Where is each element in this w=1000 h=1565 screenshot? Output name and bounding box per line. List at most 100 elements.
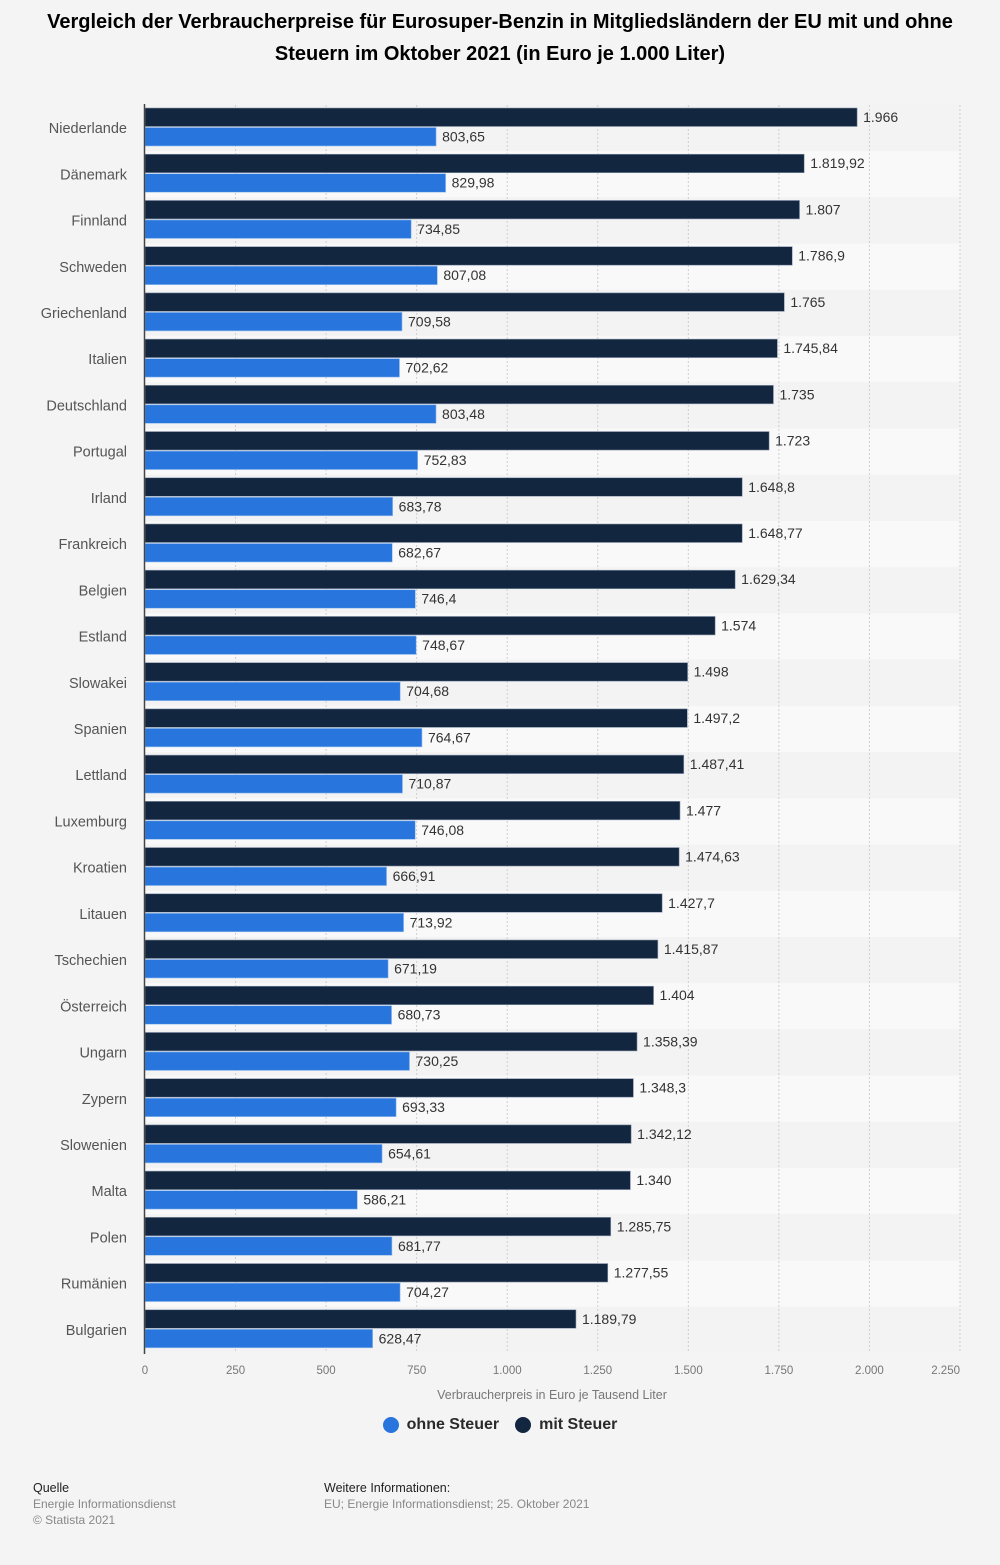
value-label-ohne-steuer: 713,92 [410, 914, 453, 930]
bar-ohne-steuer[interactable] [144, 1328, 373, 1349]
bar-ohne-steuer[interactable] [144, 1190, 358, 1210]
bar-ohne-steuer[interactable] [144, 912, 404, 933]
x-tick-label: 1.000 [493, 1365, 522, 1377]
category-label: Deutschland [46, 398, 127, 414]
bar-ohne-steuer[interactable] [144, 774, 403, 794]
bar-ohne-steuer[interactable] [144, 173, 446, 193]
bar-ohne-steuer[interactable] [144, 635, 417, 655]
bar-mit-steuer[interactable] [144, 477, 743, 497]
value-label-mit-steuer: 1.404 [660, 987, 695, 1003]
value-label-mit-steuer: 1.819,92 [810, 155, 865, 171]
legend-item-ohne-steuer[interactable]: ohne Steuer [382, 1416, 500, 1434]
category-label: Niederlande [49, 121, 127, 137]
value-label-mit-steuer: 1.487,41 [690, 756, 745, 772]
value-label-mit-steuer: 1.807 [806, 201, 841, 217]
value-label-ohne-steuer: 710,87 [408, 776, 451, 792]
bar-mit-steuer[interactable] [144, 200, 800, 220]
bar-mit-steuer[interactable] [144, 338, 778, 358]
bar-mit-steuer[interactable] [144, 1124, 632, 1144]
bar-mit-steuer[interactable] [144, 754, 685, 774]
bar-mit-steuer[interactable] [144, 1078, 634, 1098]
bar-mit-steuer[interactable] [144, 246, 793, 266]
value-label-ohne-steuer: 829,98 [452, 175, 495, 191]
value-label-ohne-steuer: 704,68 [406, 683, 449, 699]
bar-mit-steuer[interactable] [144, 1263, 609, 1283]
bar-ohne-steuer[interactable] [144, 1005, 392, 1025]
bar-ohne-steuer[interactable] [144, 1097, 397, 1117]
bar-mit-steuer[interactable] [144, 985, 654, 1006]
bar-ohne-steuer[interactable] [144, 681, 401, 701]
value-label-ohne-steuer: 666,91 [393, 868, 436, 884]
bar-ohne-steuer[interactable] [144, 127, 437, 147]
bar-ohne-steuer[interactable] [144, 358, 400, 378]
bar-mit-steuer[interactable] [144, 893, 663, 913]
source-name[interactable]: Energie Informationsdienst [33, 1497, 176, 1511]
bar-ohne-steuer[interactable] [144, 543, 393, 563]
legend-item-mit-steuer[interactable]: mit Steuer [515, 1416, 617, 1434]
bar-mit-steuer[interactable] [144, 523, 743, 543]
value-label-mit-steuer: 1.474,63 [685, 849, 740, 865]
value-label-ohne-steuer: 730,25 [416, 1053, 459, 1069]
bar-ohne-steuer[interactable] [144, 265, 438, 285]
legend-label: ohne Steuer [406, 1416, 500, 1433]
bar-ohne-steuer[interactable] [144, 820, 416, 840]
bar-ohne-steuer[interactable] [144, 219, 412, 239]
legend: ohne Steuer mit Steuer [0, 1416, 1000, 1434]
value-label-mit-steuer: 1.342,12 [637, 1126, 692, 1142]
value-label-mit-steuer: 1.498 [694, 664, 729, 680]
category-label: Luxemburg [54, 814, 127, 830]
bar-mit-steuer[interactable] [144, 1032, 638, 1052]
value-label-ohne-steuer: 671,19 [394, 961, 437, 977]
bar-ohne-steuer[interactable] [144, 1282, 401, 1302]
value-label-mit-steuer: 1.340 [636, 1172, 671, 1188]
category-label: Ungarn [79, 1046, 127, 1062]
bar-ohne-steuer[interactable] [144, 1051, 410, 1071]
bar-ohne-steuer[interactable] [144, 450, 418, 470]
bar-mit-steuer[interactable] [144, 569, 736, 590]
category-label: Österreich [60, 997, 127, 1015]
x-axis-title: Verbraucherpreis in Euro je Tausend Lite… [437, 1388, 667, 1402]
value-label-ohne-steuer: 702,62 [406, 360, 449, 376]
category-label: Slowenien [60, 1138, 127, 1154]
bar-ohne-steuer[interactable] [144, 404, 437, 424]
category-label: Frankreich [59, 537, 128, 553]
bar-ohne-steuer[interactable] [144, 589, 416, 609]
category-label: Belgien [79, 583, 127, 599]
bar-ohne-steuer[interactable] [144, 728, 423, 748]
value-label-ohne-steuer: 682,67 [398, 545, 441, 561]
bar-mit-steuer[interactable] [144, 1309, 577, 1329]
value-label-mit-steuer: 1.723 [775, 433, 810, 449]
category-label: Italien [88, 352, 127, 368]
category-label: Irland [91, 491, 127, 507]
bar-mit-steuer[interactable] [144, 292, 785, 312]
bar-ohne-steuer[interactable] [144, 496, 393, 517]
bar-mit-steuer[interactable] [144, 431, 770, 451]
bar-mit-steuer[interactable] [144, 1170, 631, 1190]
bar-mit-steuer[interactable] [144, 662, 688, 682]
info-text: EU; Energie Informationsdienst; 25. Okto… [324, 1497, 590, 1511]
bar-mit-steuer[interactable] [144, 801, 681, 821]
bar-mit-steuer[interactable] [144, 847, 680, 867]
bar-ohne-steuer[interactable] [144, 959, 389, 979]
bar-ohne-steuer[interactable] [144, 1144, 383, 1164]
category-label: Schweden [59, 260, 127, 276]
bar-mit-steuer[interactable] [144, 708, 688, 728]
x-tick-label: 500 [317, 1365, 336, 1377]
x-tick-label: 2.000 [855, 1365, 884, 1377]
bar-mit-steuer[interactable] [144, 616, 716, 636]
bar-mit-steuer[interactable] [144, 153, 805, 174]
bar-mit-steuer[interactable] [144, 939, 659, 959]
value-label-mit-steuer: 1.348,3 [639, 1080, 686, 1096]
bar-ohne-steuer[interactable] [144, 312, 403, 332]
bar-mit-steuer[interactable] [144, 1217, 612, 1237]
bar-mit-steuer[interactable] [144, 107, 858, 127]
value-label-mit-steuer: 1.745,84 [783, 340, 838, 356]
x-tick-label: 1.250 [583, 1365, 612, 1377]
legend-dot-icon [382, 1417, 399, 1433]
footer-info: Weitere Informationen: EU; Energie Infor… [324, 1480, 589, 1512]
bar-mit-steuer[interactable] [144, 385, 774, 405]
value-label-mit-steuer: 1.497,2 [693, 710, 740, 726]
bar-ohne-steuer[interactable] [144, 1236, 393, 1256]
x-tick-label: 250 [226, 1365, 245, 1377]
bar-ohne-steuer[interactable] [144, 866, 387, 886]
